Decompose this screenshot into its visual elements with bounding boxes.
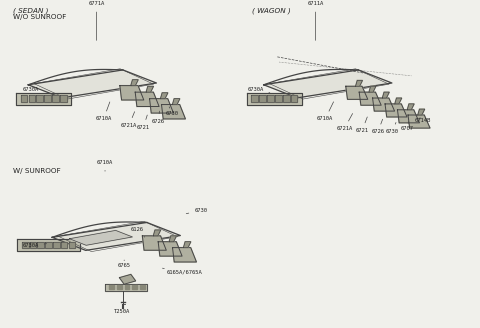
Polygon shape [275,95,282,102]
Polygon shape [120,275,136,284]
Text: 6765: 6765 [118,260,131,268]
Polygon shape [372,98,395,111]
Polygon shape [132,285,137,289]
Polygon shape [52,95,59,102]
Polygon shape [29,95,36,102]
Polygon shape [60,95,67,102]
Polygon shape [153,230,161,236]
Text: 6730A: 6730A [22,87,45,93]
Polygon shape [17,239,80,251]
Polygon shape [105,284,147,291]
Text: 6721A: 6721A [121,112,137,128]
Polygon shape [131,80,138,86]
Polygon shape [53,242,60,248]
Polygon shape [44,95,51,102]
Text: 6721: 6721 [137,115,150,130]
Text: T250A: T250A [114,306,130,314]
Polygon shape [359,92,381,105]
Polygon shape [395,98,402,104]
Polygon shape [70,230,132,245]
Text: 6126: 6126 [131,227,145,237]
Polygon shape [397,110,420,123]
Polygon shape [407,104,414,110]
Polygon shape [22,242,29,248]
Polygon shape [385,104,407,117]
Text: 6730: 6730 [166,107,179,116]
Text: 6710A: 6710A [97,160,113,171]
Text: 6714B: 6714B [415,118,431,123]
Polygon shape [161,105,185,119]
Text: 6165A/6765A: 6165A/6765A [162,268,203,275]
Text: 6726: 6726 [372,119,384,134]
Text: 6707: 6707 [401,122,414,131]
Polygon shape [37,242,44,248]
Polygon shape [125,285,130,289]
Polygon shape [16,93,72,105]
Polygon shape [252,95,258,102]
Polygon shape [247,93,302,105]
Text: 6710A: 6710A [317,102,334,121]
Text: 6730: 6730 [186,208,207,214]
Text: 6711A: 6711A [308,1,324,40]
Polygon shape [36,95,43,102]
Polygon shape [346,86,368,99]
Polygon shape [150,99,173,113]
Polygon shape [120,86,144,100]
Polygon shape [283,95,289,102]
Polygon shape [369,86,376,92]
Polygon shape [45,242,52,248]
Polygon shape [61,242,68,248]
Text: 6721A: 6721A [336,113,353,131]
Polygon shape [172,248,196,262]
Polygon shape [140,285,145,289]
Polygon shape [21,95,27,102]
Text: ( SEDAN ): ( SEDAN ) [12,7,48,14]
Text: 6726: 6726 [151,111,164,124]
Polygon shape [69,242,75,248]
Polygon shape [135,92,159,107]
Polygon shape [183,242,191,248]
Polygon shape [267,95,274,102]
Polygon shape [291,95,298,102]
Text: ( WAGON ): ( WAGON ) [252,7,291,14]
Polygon shape [160,93,168,99]
Polygon shape [52,222,180,250]
Polygon shape [30,242,36,248]
Polygon shape [28,70,156,98]
Polygon shape [146,86,154,92]
Text: W/O SUNROOF: W/O SUNROOF [12,14,66,20]
Text: W/ SUNROOF: W/ SUNROOF [12,168,60,174]
Polygon shape [169,236,177,242]
Polygon shape [117,285,122,289]
Polygon shape [383,92,389,98]
Text: 6721: 6721 [356,117,369,133]
Polygon shape [158,242,182,256]
Polygon shape [109,285,114,289]
Polygon shape [356,80,362,86]
Text: 6730: 6730 [386,122,399,134]
Polygon shape [264,70,392,98]
Polygon shape [259,95,266,102]
Polygon shape [143,236,166,250]
Polygon shape [408,115,430,128]
Polygon shape [418,109,425,115]
Text: 6730A: 6730A [22,243,47,248]
Polygon shape [172,99,180,105]
Text: 6771A: 6771A [88,1,105,40]
Text: 6710A: 6710A [96,102,112,121]
Text: 6730A: 6730A [247,87,270,93]
